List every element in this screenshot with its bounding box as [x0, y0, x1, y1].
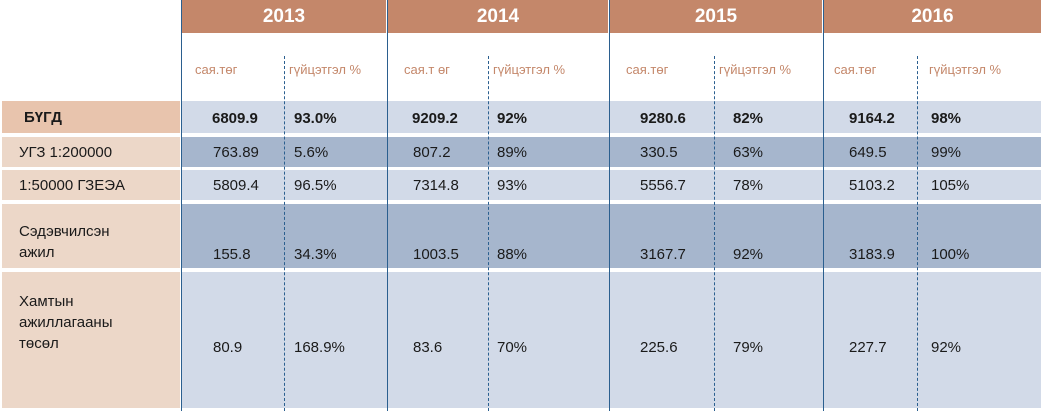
year-header-2016: 2016 [824, 0, 1041, 33]
value-gzeea-2013-amount: 5809.4 [213, 177, 259, 194]
subheader-percent-2016: гүйцэтгэл % [929, 62, 1002, 77]
value-ugz-2015-amount: 330.5 [640, 144, 678, 161]
row-band-total [182, 101, 1041, 133]
value-total-2016-amount: 9164.2 [849, 110, 895, 127]
value-total-2015-amount: 9280.6 [640, 110, 686, 127]
dashed-divider-line [917, 56, 918, 411]
dashed-divider-line [714, 56, 715, 411]
row-label-ugz: УГЗ 1:200000 [2, 137, 180, 167]
dashed-divider-line [488, 56, 489, 411]
value-total-2016-percent: 98% [931, 110, 962, 127]
divider-line [823, 0, 824, 411]
value-gzeea-2016-percent: 105% [931, 177, 970, 194]
value-total-2014-amount: 9209.2 [412, 110, 458, 127]
value-total-2013-percent: 93.0% [294, 110, 337, 127]
divider-line [181, 0, 182, 411]
row-label-cooperation: Хамтын ажиллагааны төсөл [2, 272, 180, 408]
year-header-2014: 2014 [388, 0, 608, 33]
value-thematic-2013-percent: 34.3% [294, 246, 337, 263]
value-ugz-2014-percent: 89% [497, 144, 528, 161]
value-coop-2014-percent: 70% [497, 339, 528, 356]
value-gzeea-2013-percent: 96.5% [294, 177, 337, 194]
row-label-gzeea: 1:50000 ГЗЕЭА [2, 170, 180, 200]
value-coop-2015-percent: 79% [733, 339, 764, 356]
value-coop-2013-percent: 168.9% [294, 339, 345, 356]
value-thematic-2015-percent: 92% [733, 246, 764, 263]
dashed-divider-line [284, 56, 285, 411]
value-coop-2016-percent: 92% [931, 339, 962, 356]
value-total-2014-percent: 92% [497, 110, 528, 127]
value-gzeea-2014-amount: 7314.8 [413, 177, 459, 194]
subheader-percent-2013: гүйцэтгэл % [289, 62, 362, 77]
value-coop-2015-amount: 225.6 [640, 339, 678, 356]
row-label-thematic: Сэдэвчилсэн ажил [2, 204, 180, 268]
subheader-amount-2015: сая.төг [626, 62, 669, 77]
year-header-2015: 2015 [610, 0, 822, 33]
value-thematic-2015-amount: 3167.7 [640, 246, 686, 263]
value-ugz-2015-percent: 63% [733, 144, 764, 161]
value-ugz-2014-amount: 807.2 [413, 144, 451, 161]
value-thematic-2016-amount: 3183.9 [849, 246, 895, 263]
value-ugz-2016-percent: 99% [931, 144, 962, 161]
divider-line [609, 0, 610, 411]
value-ugz-2013-percent: 5.6% [294, 144, 329, 161]
row-band-thematic [182, 204, 1041, 268]
row-band-cooperation [182, 272, 1041, 408]
value-coop-2016-amount: 227.7 [849, 339, 887, 356]
value-total-2015-percent: 82% [733, 110, 764, 127]
value-coop-2014-amount: 83.6 [413, 339, 443, 356]
value-total-2013-amount: 6809.9 [212, 110, 258, 127]
row-band-gzeea [182, 170, 1041, 200]
value-gzeea-2015-amount: 5556.7 [640, 177, 686, 194]
value-coop-2013-amount: 80.9 [213, 339, 243, 356]
value-ugz-2013-amount: 763.89 [213, 144, 259, 161]
subheader-amount-2013: сая.төг [195, 62, 238, 77]
divider-line [387, 0, 388, 411]
value-thematic-2016-percent: 100% [931, 246, 970, 263]
value-gzeea-2016-amount: 5103.2 [849, 177, 895, 194]
subheader-percent-2014: гүйцэтгэл % [493, 62, 566, 77]
value-gzeea-2014-percent: 93% [497, 177, 528, 194]
row-band-ugz [182, 137, 1041, 167]
subheader-amount-2014: сая.т өг [404, 62, 450, 77]
value-gzeea-2015-percent: 78% [733, 177, 764, 194]
value-thematic-2013-amount: 155.8 [213, 246, 251, 263]
subheader-percent-2015: гүйцэтгэл % [719, 62, 792, 77]
year-header-2013: 2013 [182, 0, 386, 33]
value-ugz-2016-amount: 649.5 [849, 144, 887, 161]
subheader-amount-2016: сая.төг [834, 62, 877, 77]
value-thematic-2014-amount: 1003.5 [413, 246, 459, 263]
row-label-total: БҮГД [2, 101, 180, 133]
value-thematic-2014-percent: 88% [497, 246, 528, 263]
